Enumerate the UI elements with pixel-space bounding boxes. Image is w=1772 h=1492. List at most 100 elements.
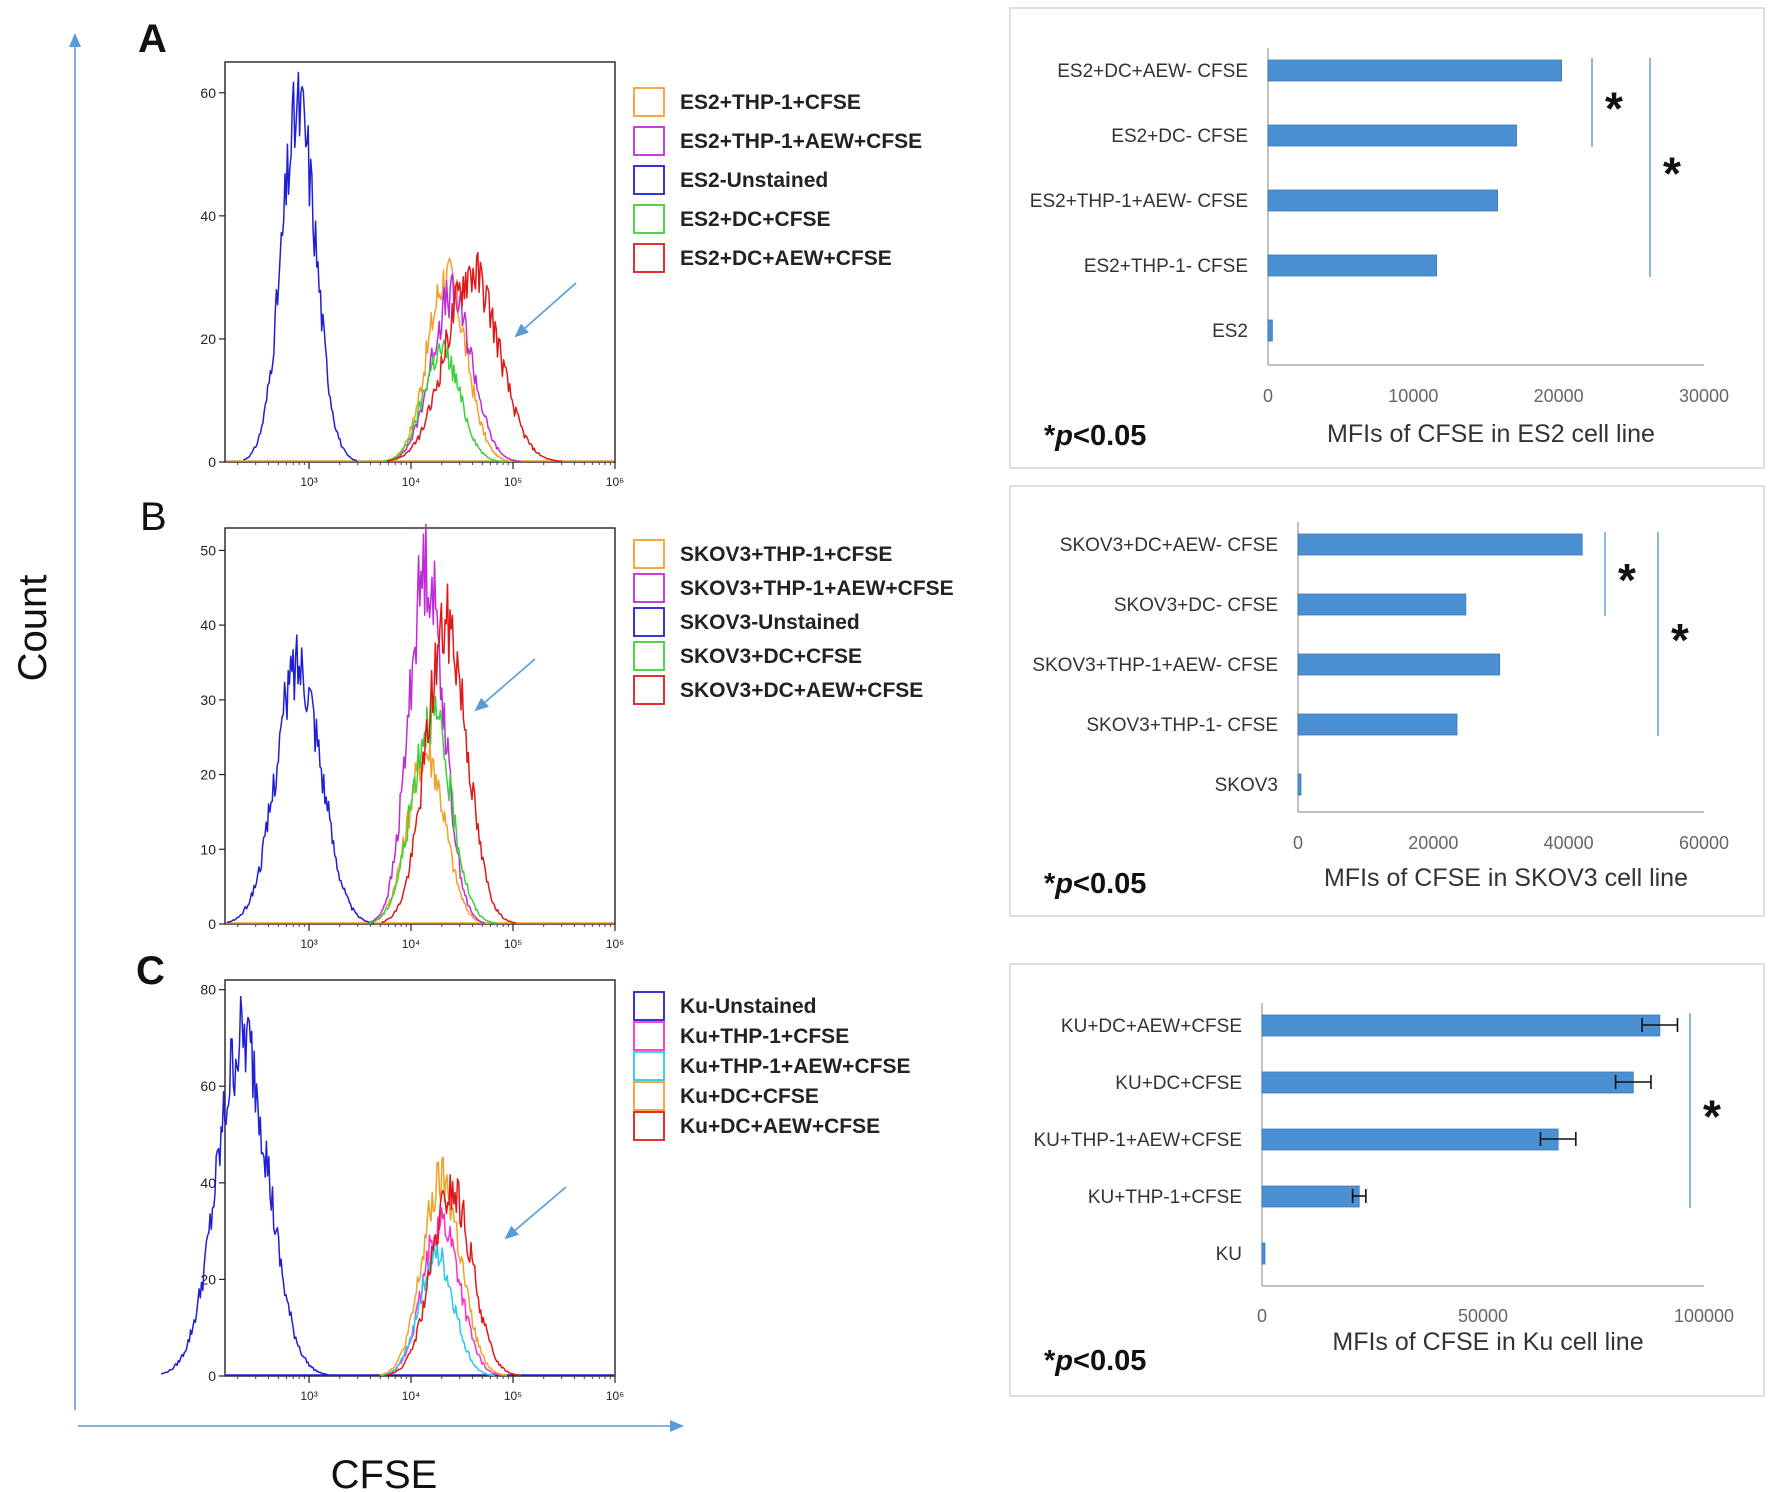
histogram-trace: [381, 583, 517, 924]
x-tick-label: 10⁶: [606, 937, 624, 951]
histogram-a: 0 20 40 60 10³ 10⁴ 10⁵ 10⁶: [200, 71, 624, 489]
p-value-star: *: [1044, 420, 1056, 452]
histogram-a-frame: [224, 61, 616, 463]
legend-swatch: [633, 573, 665, 603]
bar-category-label: KU+DC+AEW+CFSE: [1061, 1016, 1242, 1037]
p-value-letter: p: [1054, 420, 1073, 452]
histogram-b-legend: SKOV3+THP-1+CFSE SKOV3+THP-1+AEW+CFSE SKOV…: [633, 539, 954, 705]
histogram-c-legend: Ku-Unstained Ku+THP-1+CFSE Ku+THP-1+AEW+CF…: [633, 991, 910, 1141]
bar-category-label: KU+DC+CFSE: [1115, 1073, 1242, 1094]
bar: [1261, 1014, 1661, 1037]
bar-category-label: KU: [1216, 1244, 1242, 1265]
global-y-axis-label: Count: [11, 575, 55, 682]
legend-swatch: [633, 1051, 665, 1081]
legend-swatch: [633, 87, 665, 117]
bar: [1261, 1128, 1559, 1151]
bar: [1267, 189, 1499, 212]
p-value-note: *p<0.05: [1044, 420, 1146, 452]
bar-chart-b-frame: [1009, 485, 1765, 917]
bar-category-label: ES2+DC- CFSE: [1111, 126, 1248, 147]
histogram-trace: [379, 1156, 507, 1377]
y-tick-label: 20: [200, 331, 216, 347]
y-tick-label: 0: [208, 1368, 216, 1384]
bar-category-label: ES2+THP-1- CFSE: [1084, 256, 1248, 277]
bar-category-label: ES2+DC+AEW- CFSE: [1057, 61, 1248, 82]
legend-swatch: [633, 539, 665, 569]
legend-swatch: [633, 1081, 665, 1111]
legend-entry: ES2+THP-1+CFSE: [680, 91, 861, 114]
legend-entry: SKOV3+DC+AEW+CFSE: [680, 679, 923, 702]
histogram-trace: [380, 1241, 495, 1377]
bar-category-label: SKOV3+DC- CFSE: [1114, 595, 1278, 616]
bar: [1297, 593, 1467, 616]
y-tick-label: 40: [200, 1175, 216, 1191]
legend-swatch: [633, 243, 665, 273]
legend-swatch: [633, 607, 665, 637]
bar: [1267, 59, 1562, 82]
legend-entry: Ku-Unstained: [680, 995, 817, 1018]
global-x-axis-label: CFSE: [331, 1453, 438, 1492]
legend-entry: Ku+DC+CFSE: [680, 1085, 819, 1108]
panel-label-c: C: [136, 949, 165, 993]
bar-x-tick-label: 100000: [1674, 1306, 1734, 1326]
y-tick-label: 0: [208, 454, 216, 470]
y-tick-label: 80: [200, 982, 216, 998]
x-tick-label: 10⁴: [402, 475, 421, 489]
x-tick-label: 10³: [300, 1389, 317, 1403]
y-tick-label: 30: [200, 692, 216, 708]
bar: [1261, 1071, 1634, 1094]
bar: [1261, 1185, 1360, 1208]
bar-category-label: KU+THP-1+CFSE: [1088, 1187, 1242, 1208]
legend-entry: SKOV3+THP-1+CFSE: [680, 543, 892, 566]
bar-x-axis-label: MFIs of CFSE in SKOV3 cell line: [1324, 864, 1688, 892]
bar: [1261, 1242, 1266, 1265]
bar-x-tick-label: 20000: [1408, 833, 1458, 853]
y-tick-label: 50: [200, 542, 216, 558]
significance-star: *: [1605, 83, 1623, 135]
histogram-trace: [367, 739, 489, 925]
bar-x-tick-label: 20000: [1534, 386, 1584, 406]
p-value-threshold: <0.05: [1073, 1345, 1146, 1377]
y-tick-label: 0: [208, 916, 216, 932]
legend-swatch: [633, 204, 665, 234]
bar-x-axis-label: MFIs of CFSE in Ku cell line: [1332, 1328, 1643, 1356]
bar-category-label: KU+THP-1+AEW+CFSE: [1033, 1130, 1242, 1151]
y-tick-label: 60: [200, 85, 216, 101]
bar: [1297, 773, 1302, 796]
p-value-note: *p<0.05: [1044, 868, 1146, 900]
x-tick-label: 10³: [300, 937, 317, 951]
legend-entry: SKOV3+DC+CFSE: [680, 645, 862, 668]
legend-entry: SKOV3-Unstained: [680, 611, 860, 634]
legend-swatch: [633, 1021, 665, 1051]
bar: [1267, 254, 1437, 277]
histogram-a-legend: ES2+THP-1+CFSE ES2+THP-1+AEW+CFSE ES2-Unst…: [633, 87, 922, 273]
histogram-trace: [387, 251, 563, 463]
bar-x-tick-label: 50000: [1458, 1306, 1508, 1326]
histogram-trace: [382, 339, 505, 463]
x-tick-label: 10⁴: [402, 937, 421, 951]
bar-category-label: SKOV3+THP-1- CFSE: [1086, 715, 1278, 736]
p-value-note: *p<0.05: [1044, 1345, 1146, 1377]
legend-entry: ES2+DC+CFSE: [680, 208, 831, 231]
histogram-trace: [382, 1207, 505, 1377]
histogram-b-frame: [224, 527, 616, 925]
histogram-trace: [226, 634, 375, 924]
bar-category-label: SKOV3+THP-1+AEW- CFSE: [1032, 655, 1278, 676]
legend-entry: SKOV3+THP-1+AEW+CFSE: [680, 577, 954, 600]
x-tick-label: 10³: [300, 475, 317, 489]
bar: [1297, 653, 1501, 676]
p-value-threshold: <0.05: [1073, 868, 1146, 900]
bar-category-label: ES2: [1212, 321, 1248, 342]
y-tick-label: 10: [200, 841, 216, 857]
panel-label-a: A: [138, 17, 167, 61]
histogram-b-pointer-arrow: [474, 658, 536, 712]
legend-swatch: [633, 126, 665, 156]
y-tick-label: 20: [200, 767, 216, 783]
histogram-b: 0 10 20 30 40 50 10³ 10⁴ 10⁵ 10⁶: [200, 523, 624, 951]
bar-category-label: ES2+THP-1+AEW- CFSE: [1030, 191, 1248, 212]
histogram-trace: [370, 523, 485, 924]
legend-entry: ES2+DC+AEW+CFSE: [680, 247, 892, 270]
histogram-trace: [386, 1173, 522, 1377]
significance-star: *: [1618, 554, 1636, 606]
